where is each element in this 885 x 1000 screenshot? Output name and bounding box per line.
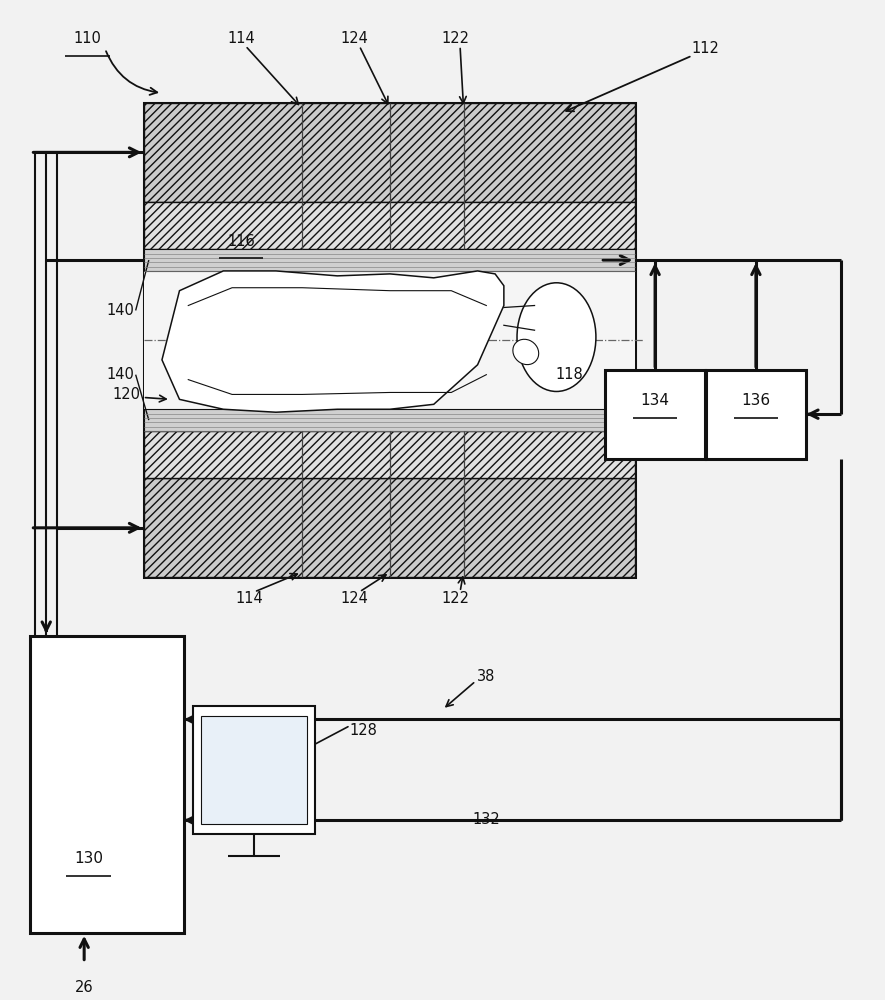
Text: 136: 136 [742,393,771,408]
Text: 122: 122 [442,591,470,606]
Bar [144,409,635,431]
PathPatch shape [162,271,504,412]
Ellipse shape [517,283,596,391]
Bar [705,370,806,459]
Text: 112: 112 [691,41,720,56]
Text: 122: 122 [442,31,470,46]
Text: 114: 114 [227,31,255,46]
Bar [144,249,635,271]
Bar [144,271,635,409]
Text: 124: 124 [341,591,369,606]
Text: 114: 114 [235,591,264,606]
Bar [202,716,306,824]
Bar [144,103,635,577]
Text: 116: 116 [227,234,255,249]
Text: 130: 130 [74,851,104,866]
Text: 132: 132 [473,812,500,827]
Text: 38: 38 [477,669,496,684]
Bar [144,431,635,478]
Text: 118: 118 [556,367,583,382]
Bar [144,202,635,249]
Text: 134: 134 [641,393,670,408]
Ellipse shape [513,339,539,365]
Bar [604,370,705,459]
Text: 120: 120 [112,387,140,402]
Text: 128: 128 [350,723,378,738]
Bar [144,103,635,202]
Text: 140: 140 [106,367,134,382]
Bar [144,478,635,577]
Text: 110: 110 [73,31,102,46]
Text: 140: 140 [106,303,134,318]
Text: 124: 124 [341,31,369,46]
Text: 26: 26 [75,980,94,995]
Bar [30,636,184,933]
Bar [193,706,315,834]
